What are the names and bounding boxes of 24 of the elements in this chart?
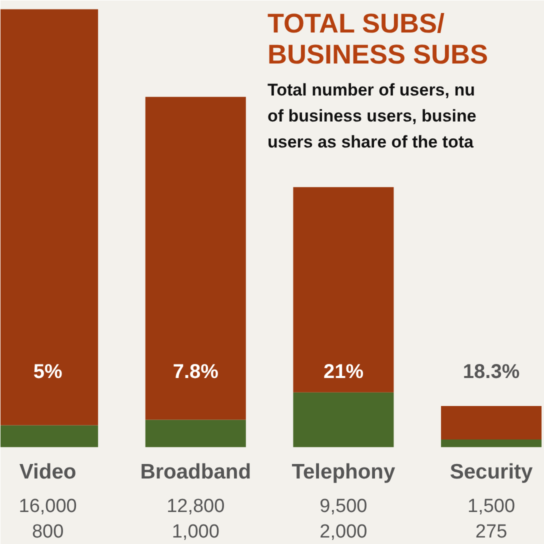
x-tick-label: Security bbox=[450, 460, 534, 484]
total-label: 16,000 bbox=[18, 496, 77, 518]
bar bbox=[145, 96, 246, 420]
total-label: 9,500 bbox=[320, 496, 368, 518]
total-label: 12,800 bbox=[166, 496, 225, 518]
bar bbox=[145, 420, 246, 448]
annotation: 5% bbox=[33, 360, 62, 383]
x-tick-label: Broadband bbox=[140, 460, 252, 484]
data-label: 275 bbox=[475, 521, 508, 542]
annotation: 7.8% bbox=[172, 360, 219, 383]
annotation: 18.3% bbox=[462, 360, 520, 383]
bar bbox=[441, 406, 542, 440]
bar bbox=[441, 440, 542, 448]
text: TOTAL SUBS/ BUSINESS SUBS bbox=[268, 8, 488, 70]
data-label: 2,000 bbox=[320, 521, 368, 542]
total-label: 1,500 bbox=[468, 496, 516, 518]
bar bbox=[293, 187, 394, 392]
annotation: 21% bbox=[323, 360, 364, 383]
x-tick-label: Telephony bbox=[292, 460, 396, 484]
data-label: 1,000 bbox=[172, 521, 220, 542]
x-tick-label: Video bbox=[19, 460, 76, 484]
text: Total number of users, nu of business users, busine users as share of the tota bbox=[268, 80, 476, 152]
bar bbox=[293, 392, 394, 448]
data-label: 800 bbox=[32, 521, 64, 542]
